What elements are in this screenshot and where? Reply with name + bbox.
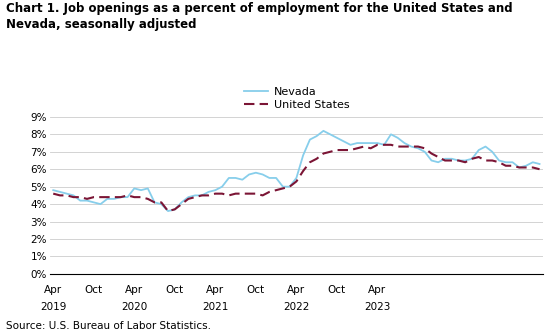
Nevada bbox=[469, 157, 475, 161]
Nevada bbox=[482, 145, 489, 149]
Text: 2019: 2019 bbox=[40, 302, 66, 312]
United States bbox=[374, 143, 381, 147]
Nevada bbox=[536, 162, 543, 166]
Nevada bbox=[502, 160, 509, 164]
United States bbox=[219, 192, 225, 196]
Text: Apr: Apr bbox=[44, 285, 62, 295]
United States bbox=[300, 169, 306, 173]
Line: Nevada: Nevada bbox=[53, 131, 540, 211]
Nevada bbox=[300, 153, 306, 157]
United States bbox=[50, 192, 57, 196]
United States bbox=[158, 200, 165, 204]
Text: 2021: 2021 bbox=[202, 302, 229, 312]
Text: Chart 1. Job openings as a percent of employment for the United States and
Nevad: Chart 1. Job openings as a percent of em… bbox=[6, 2, 512, 31]
Nevada bbox=[219, 185, 225, 189]
United States bbox=[165, 209, 171, 213]
Text: Apr: Apr bbox=[206, 285, 224, 295]
Text: Oct: Oct bbox=[328, 285, 346, 295]
Text: Apr: Apr bbox=[368, 285, 387, 295]
Line: United States: United States bbox=[53, 145, 540, 211]
Nevada bbox=[320, 129, 327, 133]
Text: 2022: 2022 bbox=[283, 302, 310, 312]
Text: Apr: Apr bbox=[288, 285, 305, 295]
United States bbox=[502, 164, 509, 168]
Text: Oct: Oct bbox=[247, 285, 265, 295]
United States bbox=[536, 167, 543, 171]
Text: Oct: Oct bbox=[85, 285, 103, 295]
Text: Apr: Apr bbox=[125, 285, 143, 295]
United States bbox=[469, 157, 475, 161]
Nevada bbox=[165, 209, 171, 213]
Text: Source: U.S. Bureau of Labor Statistics.: Source: U.S. Bureau of Labor Statistics. bbox=[6, 321, 211, 331]
Legend: Nevada, United States: Nevada, United States bbox=[244, 87, 349, 110]
Text: 2020: 2020 bbox=[121, 302, 147, 312]
Nevada bbox=[158, 202, 165, 206]
Text: 2023: 2023 bbox=[364, 302, 391, 312]
Nevada bbox=[50, 188, 57, 192]
Text: Oct: Oct bbox=[166, 285, 184, 295]
United States bbox=[482, 159, 489, 163]
